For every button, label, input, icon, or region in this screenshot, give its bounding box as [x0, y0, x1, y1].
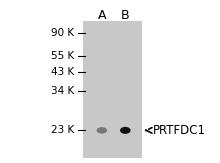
Text: B: B	[121, 9, 130, 22]
Text: 43 K: 43 K	[51, 67, 74, 77]
Text: 55 K: 55 K	[51, 51, 74, 61]
Text: 90 K: 90 K	[51, 28, 74, 38]
Ellipse shape	[120, 127, 131, 134]
Text: PRTFDC1: PRTFDC1	[153, 124, 206, 137]
Text: 34 K: 34 K	[51, 86, 74, 96]
Text: A: A	[97, 9, 106, 22]
FancyBboxPatch shape	[82, 21, 142, 158]
Text: 23 K: 23 K	[51, 125, 74, 135]
Ellipse shape	[97, 127, 107, 133]
